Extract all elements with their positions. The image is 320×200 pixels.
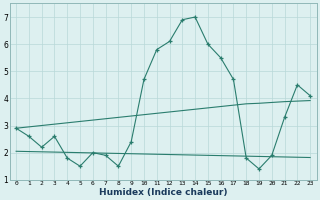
X-axis label: Humidex (Indice chaleur): Humidex (Indice chaleur) bbox=[99, 188, 228, 197]
